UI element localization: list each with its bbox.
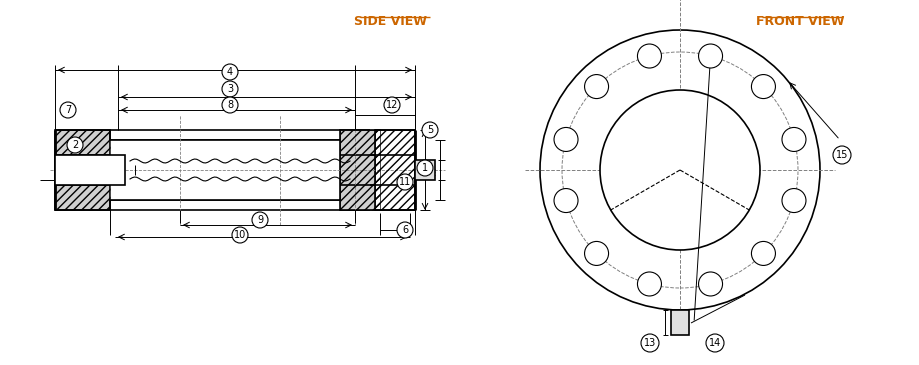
Text: 15: 15 xyxy=(835,150,848,160)
Circle shape xyxy=(222,97,238,113)
Circle shape xyxy=(698,44,722,68)
Circle shape xyxy=(833,146,851,164)
Circle shape xyxy=(252,212,268,228)
Text: 13: 13 xyxy=(644,338,656,348)
Circle shape xyxy=(222,81,238,97)
Text: 6: 6 xyxy=(402,225,408,235)
Circle shape xyxy=(600,90,760,250)
Bar xyxy=(671,310,689,335)
Circle shape xyxy=(397,222,413,238)
Text: 8: 8 xyxy=(227,100,233,110)
Text: 11: 11 xyxy=(399,177,411,187)
Bar xyxy=(55,155,125,185)
Circle shape xyxy=(417,160,433,176)
Text: 12: 12 xyxy=(386,100,398,110)
Bar xyxy=(340,130,380,210)
Circle shape xyxy=(67,137,83,153)
Text: 10: 10 xyxy=(233,230,246,240)
Circle shape xyxy=(384,97,400,113)
Text: FRONT VIEW: FRONT VIEW xyxy=(755,15,845,28)
Bar xyxy=(375,130,415,210)
Circle shape xyxy=(554,127,578,151)
Circle shape xyxy=(752,241,776,265)
Circle shape xyxy=(540,30,820,310)
Circle shape xyxy=(782,127,806,151)
Text: SIDE VIEW: SIDE VIEW xyxy=(354,15,426,28)
Text: 2: 2 xyxy=(72,140,78,150)
Circle shape xyxy=(397,174,413,190)
Circle shape xyxy=(698,272,722,296)
Circle shape xyxy=(222,64,238,80)
Circle shape xyxy=(232,227,248,243)
Text: 7: 7 xyxy=(65,105,71,115)
Bar xyxy=(55,130,110,210)
Text: 3: 3 xyxy=(227,84,233,94)
Text: 9: 9 xyxy=(257,215,263,225)
Bar xyxy=(340,130,380,210)
Circle shape xyxy=(752,74,776,99)
Circle shape xyxy=(422,122,438,138)
Bar xyxy=(110,140,370,200)
Text: 5: 5 xyxy=(426,125,433,135)
Bar xyxy=(55,130,110,210)
Circle shape xyxy=(638,272,662,296)
Circle shape xyxy=(584,74,608,99)
Text: 1: 1 xyxy=(422,163,428,173)
Bar xyxy=(415,160,435,180)
Circle shape xyxy=(638,44,662,68)
Bar xyxy=(375,130,415,210)
Circle shape xyxy=(554,189,578,212)
Text: 14: 14 xyxy=(709,338,721,348)
Circle shape xyxy=(60,102,76,118)
Circle shape xyxy=(584,241,608,265)
Circle shape xyxy=(641,334,659,352)
Circle shape xyxy=(706,334,724,352)
Circle shape xyxy=(782,189,806,212)
Text: 4: 4 xyxy=(227,67,233,77)
